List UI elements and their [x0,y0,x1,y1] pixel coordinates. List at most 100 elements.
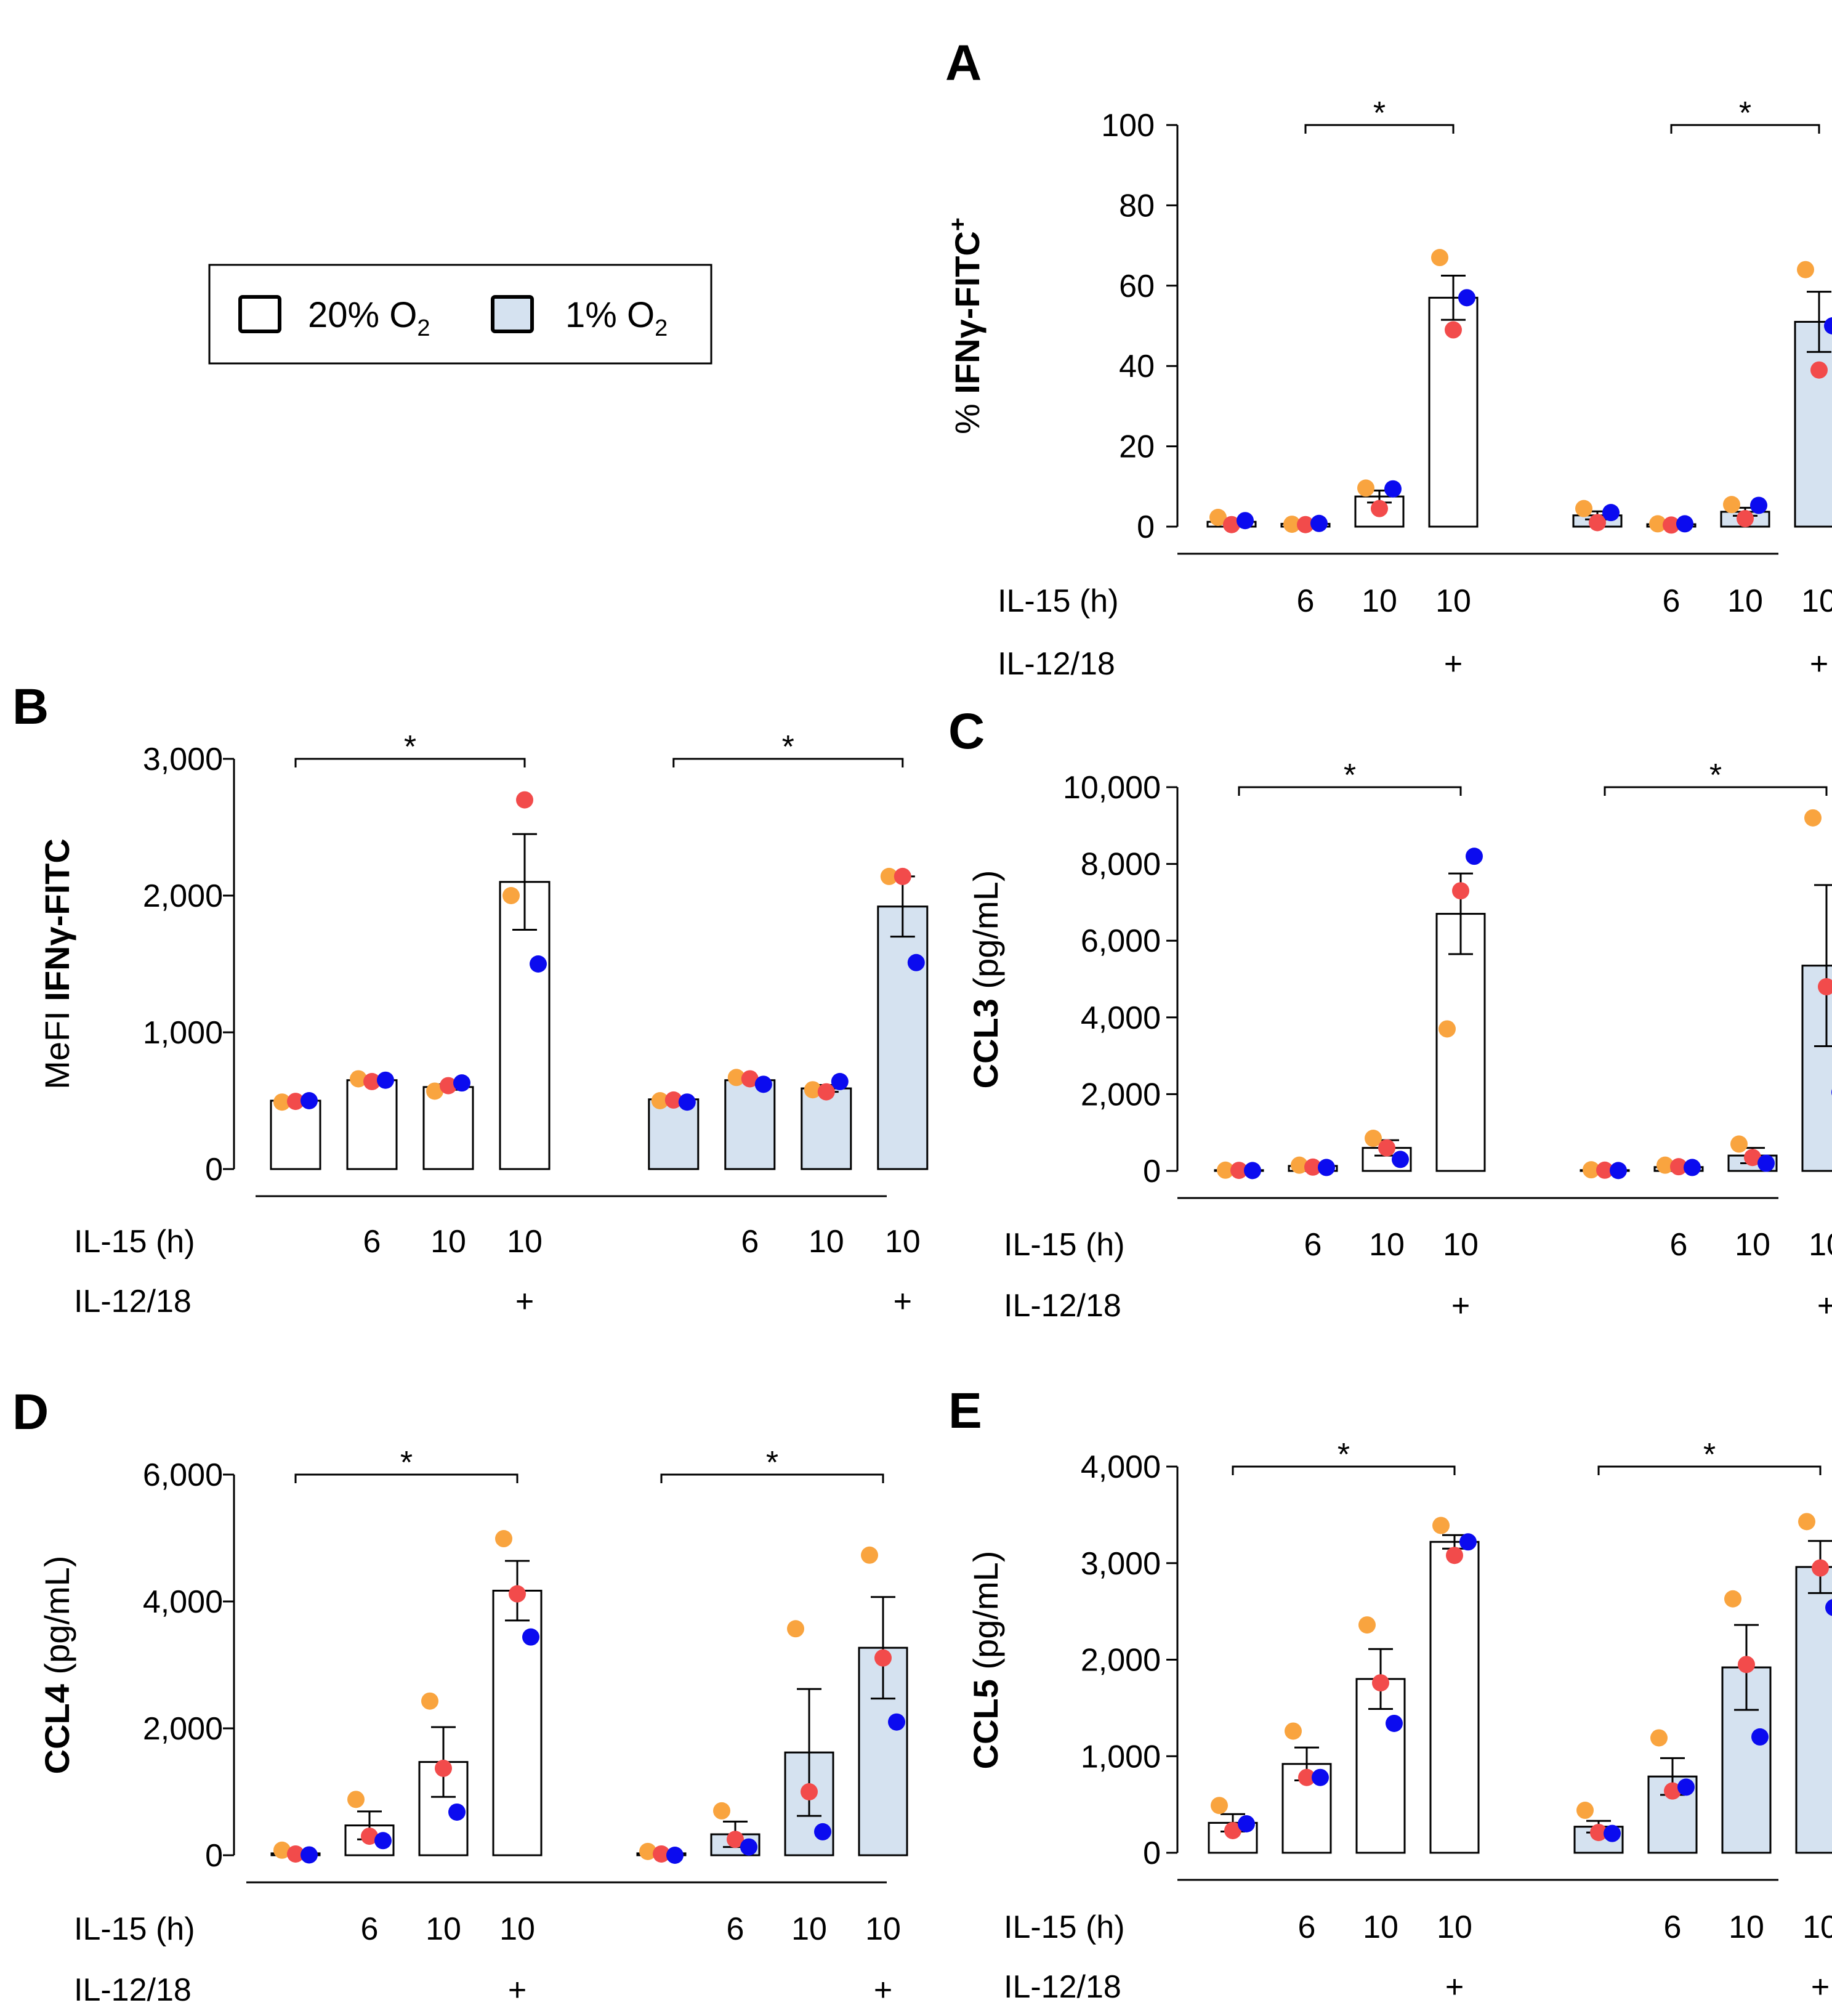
point-donor-orange-a-0 [1209,509,1227,527]
significance-bracket-b-1 [672,758,904,767]
point-donor-red-d-6 [801,1783,818,1800]
il15-label-e-5: 6 [1664,1909,1682,1945]
il1218-label-a-7: + [1810,646,1828,682]
point-donor-blue-d-2 [448,1803,466,1821]
il1218-label-b-7: + [894,1284,912,1319]
bar-a-7 [1794,320,1832,528]
significance-star-b-1: * [782,729,794,765]
il15-label-a-2: 10 [1362,583,1397,619]
point-donor-red-b-2 [440,1077,457,1095]
y-axis-label-c: CCL3 (pg/mL) [966,870,1005,1089]
significance-bracket-a-1 [1670,124,1820,134]
point-donor-red-a-3 [1445,321,1462,339]
panel-a: A 0 20 40 60 80 100 % IFNγ-FITC+ 6 10 10 +6 10 10 + IL-… [945,35,1832,682]
point-donor-orange-d-3 [495,1530,512,1548]
row-label-il15-c: IL-15 (h) [1004,1227,1125,1263]
point-donor-red-c-4 [1596,1161,1613,1179]
point-donor-orange-e-5 [1650,1729,1668,1747]
point-donor-orange-a-7 [1797,261,1814,278]
point-donor-blue-b-1 [377,1071,394,1089]
legend: 20% O2 1% O2 [208,264,712,365]
point-donor-blue-a-5 [1676,515,1693,533]
point-donor-red-e-7 [1812,1559,1829,1577]
y-tick-label-c: 2,000 [1081,1077,1161,1112]
point-donor-red-d-3 [509,1585,526,1603]
legend-label-hypoxia: 1% O2 [565,295,668,341]
point-donor-blue-a-1 [1310,514,1328,532]
y-tick-label-a: 60 [1119,269,1155,304]
point-donor-orange-b-2 [426,1082,443,1100]
panel-letter-b: B [12,679,49,735]
point-donor-blue-b-4 [678,1093,696,1111]
il15-label-a-5: 6 [1663,583,1681,619]
point-donor-red-d-4 [653,1845,670,1863]
point-donor-red-b-5 [741,1070,759,1088]
y-tick-label-b: 3,000 [143,742,223,777]
bar-b-7 [877,905,929,1170]
bar-b-4 [648,1098,700,1170]
point-donor-orange-d-6 [787,1620,804,1638]
panel-b: B 0 1,000 2,000 3,000 MeFI IFNγ-FITC 6 10 10 +6 10… [12,679,929,1319]
il15-label-e-1: 6 [1298,1909,1316,1945]
point-donor-red-b-1 [363,1072,381,1090]
il15-label-e-7: 10 [1802,1909,1832,1945]
panel-letter-d: D [12,1384,49,1440]
il15-label-c-7: 10 [1809,1227,1832,1263]
bar-b-1 [346,1079,398,1170]
point-donor-blue-c-6 [1757,1154,1775,1172]
il1218-label-d-3: + [508,1972,527,2008]
y-tick-label-c: 0 [1143,1154,1161,1189]
point-donor-blue-e-2 [1386,1714,1403,1732]
y-tick-label-e: 1,000 [1081,1739,1161,1775]
row-label-il15-d: IL-15 (h) [74,1911,195,1947]
significance-star-a-0: * [1373,95,1386,131]
point-donor-orange-c-6 [1730,1135,1748,1153]
point-donor-orange-b-6 [804,1081,821,1099]
point-donor-red-d-1 [361,1828,378,1845]
il15-label-b-3: 10 [507,1224,543,1260]
significance-bracket-c-0 [1238,786,1462,796]
bar-b-2 [422,1086,474,1170]
point-donor-red-c-0 [1230,1162,1248,1180]
point-donor-orange-d-4 [639,1842,656,1860]
point-donor-orange-c-3 [1439,1020,1456,1038]
point-donor-red-b-4 [664,1091,682,1109]
point-donor-blue-d-4 [666,1847,684,1864]
significance-bracket-c-1 [1604,786,1828,796]
point-donor-orange-a-3 [1431,249,1448,267]
point-donor-blue-a-7 [1824,317,1832,334]
point-donor-blue-b-3 [530,955,547,973]
il1218-label-c-7: + [1817,1288,1832,1324]
point-donor-orange-a-4 [1575,500,1592,517]
legend-swatch-hypoxia [491,295,534,333]
point-donor-orange-d-0 [273,1841,291,1859]
y-tick-label-c: 6,000 [1081,923,1161,959]
point-donor-orange-b-5 [727,1069,745,1087]
il15-label-b-5: 6 [741,1224,759,1260]
point-donor-red-c-7 [1818,978,1832,995]
point-donor-blue-d-7 [888,1713,905,1731]
row-label-il15-b: IL-15 (h) [74,1224,195,1260]
point-donor-orange-d-7 [861,1546,878,1564]
y-tick-label-a: 80 [1119,188,1155,224]
panel-d: D 0 2,000 4,000 6,000 CCL4 (pg/mL) 6 10 10 +6 10 10… [12,1384,908,2008]
y-tick-label-d: 2,000 [143,1711,223,1747]
row-label-il1218-b: IL-12/18 [74,1284,192,1319]
il15-label-a-7: 10 [1801,583,1832,619]
point-donor-orange-e-2 [1358,1616,1376,1634]
significance-star-e-0: * [1338,1437,1350,1473]
point-donor-blue-e-4 [1604,1824,1621,1842]
bar-e-3 [1429,1540,1480,1854]
il15-label-d-2: 10 [426,1911,461,1947]
point-donor-blue-a-3 [1458,289,1475,307]
point-donor-blue-e-3 [1459,1533,1477,1551]
point-donor-orange-e-0 [1211,1797,1228,1815]
point-donor-red-d-0 [287,1845,304,1863]
point-donor-orange-b-0 [273,1093,291,1111]
point-donor-blue-c-5 [1684,1159,1701,1176]
point-donor-red-a-1 [1297,516,1314,533]
point-donor-orange-a-5 [1649,515,1666,533]
point-donor-red-e-4 [1590,1824,1607,1842]
point-donor-orange-c-5 [1656,1156,1674,1174]
y-tick-label-d: 6,000 [143,1457,223,1493]
